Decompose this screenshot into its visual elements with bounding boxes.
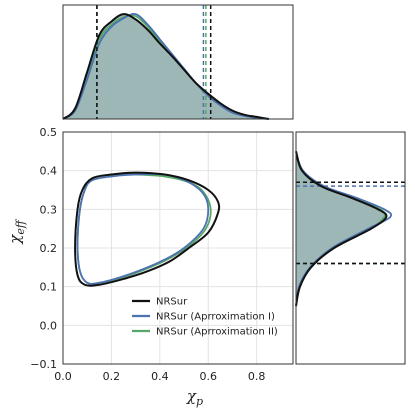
nrsur-marginal-fill bbox=[63, 14, 269, 119]
x-axis-label: χp bbox=[186, 387, 203, 408]
legend: NRSur NRSur (Aprroximation I) NRSur (Aprro… bbox=[132, 297, 278, 338]
x-tick-label: 0.6 bbox=[200, 370, 218, 383]
x-tick-label: 0.2 bbox=[103, 370, 121, 383]
y-tick-label: 0.0 bbox=[40, 319, 58, 332]
y-tick-label: 0.4 bbox=[40, 165, 58, 178]
y-tick-label: 0.2 bbox=[40, 242, 58, 255]
x-axis-label-subscript: p bbox=[196, 395, 203, 408]
right-frame bbox=[295, 131, 406, 365]
chi-p-marginal-panel bbox=[62, 4, 294, 120]
chi-eff-marginal-line bbox=[295, 151, 388, 307]
y-tick-label: 0.3 bbox=[40, 203, 58, 216]
chi-eff-marginal-panel bbox=[295, 131, 406, 365]
x-tick-label: 0.0 bbox=[54, 370, 72, 383]
y-tick-label: −0.1 bbox=[30, 358, 57, 371]
chi-p-marginal-line bbox=[62, 13, 269, 120]
contour-nrsur bbox=[74, 171, 221, 287]
chi-p-marginal-line bbox=[62, 13, 269, 120]
y-axis-label-subscript: eff bbox=[14, 218, 27, 235]
y-axis-label: χeff bbox=[6, 218, 27, 245]
legend-label: NRSur bbox=[156, 297, 188, 308]
legend-label: NRSur (Aprroximation II) bbox=[156, 327, 278, 338]
top-frame bbox=[62, 4, 294, 120]
nrsur-chi-eff-fill bbox=[296, 151, 387, 306]
contour-approx-2 bbox=[76, 173, 212, 285]
joint-posterior-panel: 0.0 0.2 0.4 0.6 0.8−0.10.00.10.20.30.40.5 bbox=[30, 126, 294, 383]
x-tick-label: 0.8 bbox=[248, 370, 266, 383]
legend-label: NRSur (Aprroximation I) bbox=[156, 312, 275, 323]
y-tick-label: 0.5 bbox=[40, 126, 58, 139]
contour-approx-1 bbox=[76, 172, 210, 285]
y-tick-label: 0.1 bbox=[40, 281, 58, 294]
x-tick-label: 0.4 bbox=[151, 370, 169, 383]
main-frame bbox=[62, 131, 294, 365]
